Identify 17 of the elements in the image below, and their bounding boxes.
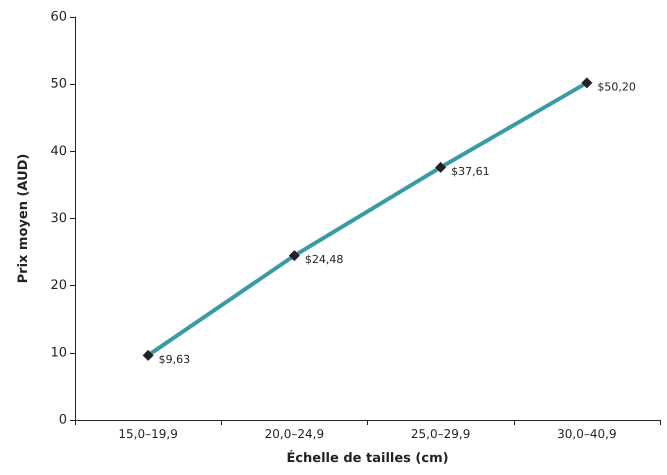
- y-tick-label: 20: [50, 278, 67, 294]
- y-tick-label: 50: [50, 76, 67, 92]
- x-axis-title: Échelle de tailles (cm): [286, 449, 449, 466]
- x-tick-label: 15,0–19,9: [118, 427, 178, 441]
- y-tick-label: 30: [50, 211, 67, 226]
- y-tick-label: 10: [50, 345, 67, 360]
- x-tick-label: 20,0–24,9: [264, 427, 324, 441]
- data-label: $24,48: [304, 253, 344, 266]
- data-label: $50,20: [597, 80, 636, 94]
- y-axis-title: Prix moyen (AUD): [16, 154, 31, 284]
- y-tick-label: 40: [50, 144, 67, 159]
- y-tick-label: 0: [58, 412, 67, 428]
- x-tick-label: 30,0–40,9: [557, 427, 617, 441]
- x-tick-label: 25,0–29,9: [410, 427, 470, 441]
- data-label: $37,61: [451, 164, 490, 178]
- y-tick-label: 60: [50, 10, 67, 24]
- data-label: $9,63: [158, 352, 190, 366]
